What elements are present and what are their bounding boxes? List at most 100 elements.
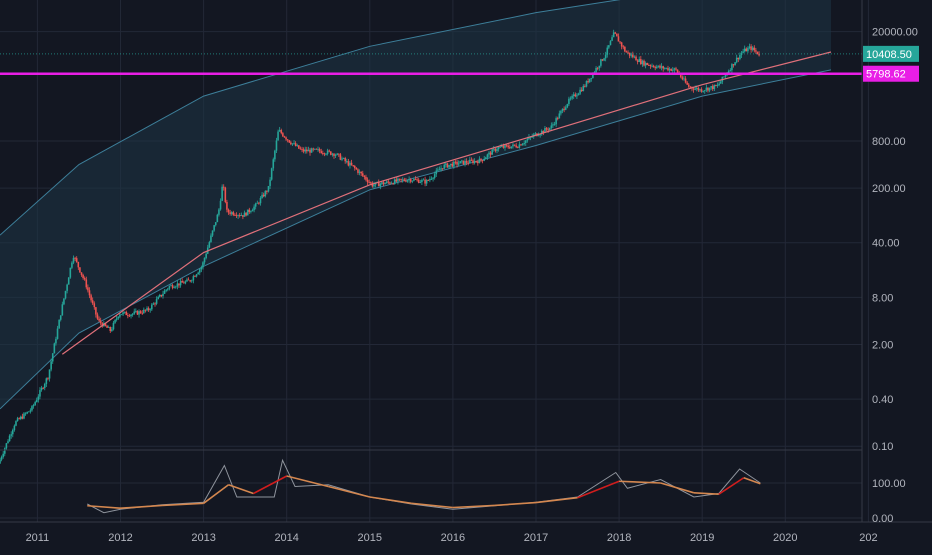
candle-body <box>713 84 716 90</box>
candle-body <box>502 146 505 148</box>
candle-body <box>531 136 533 138</box>
candle-body <box>681 77 684 80</box>
candle-body <box>205 253 207 259</box>
y-tick-label: 8.00 <box>872 292 893 304</box>
candle-body <box>34 402 36 406</box>
candle-body <box>574 94 577 97</box>
candle-body <box>641 60 644 65</box>
candle-body <box>437 169 439 171</box>
candle-body <box>42 387 44 389</box>
osc-y-tick-label: 100.00 <box>872 478 906 490</box>
candle-body <box>250 211 252 213</box>
candle-body <box>173 287 175 289</box>
candle-body <box>23 413 25 419</box>
candle-body <box>334 154 337 156</box>
candle-body <box>96 314 99 319</box>
candle-body <box>111 329 113 331</box>
candle-body <box>600 59 602 66</box>
candle-body <box>446 163 449 168</box>
candle-body <box>0 459 1 464</box>
candle-body <box>739 54 741 60</box>
candle-body <box>644 62 647 66</box>
candle-body <box>365 176 367 180</box>
candle-body <box>125 311 128 316</box>
candle-body <box>405 180 407 182</box>
x-tick-label: 2019 <box>690 532 714 544</box>
candle-body <box>416 179 418 181</box>
candle-body <box>703 90 706 92</box>
candle-body <box>411 180 414 182</box>
candle-body <box>221 186 223 201</box>
candle-body <box>2 453 4 457</box>
candle-body <box>732 64 735 66</box>
candle-body <box>422 179 425 181</box>
candle-body <box>425 180 428 184</box>
candle-body <box>274 150 276 160</box>
candle-body <box>211 230 214 236</box>
candle-body <box>494 148 497 151</box>
candle-body <box>61 304 64 316</box>
candle-body <box>612 32 615 38</box>
candle-body <box>277 131 279 141</box>
candle-body <box>622 46 625 48</box>
candle-body <box>683 78 685 80</box>
candle-body <box>477 161 479 164</box>
candle-body <box>373 184 375 187</box>
candle-body <box>697 87 700 91</box>
candle-body <box>29 410 32 412</box>
candle-body <box>572 94 575 97</box>
candle-body <box>441 168 444 170</box>
candle-body <box>16 418 19 422</box>
candle-body <box>617 36 620 42</box>
candle-body <box>673 68 676 70</box>
candle-body <box>198 269 201 273</box>
candle-body <box>489 152 492 155</box>
candle-body <box>165 289 167 291</box>
candle-body <box>330 151 332 155</box>
candle-body <box>564 107 567 110</box>
candle-body <box>568 98 570 105</box>
candle-body <box>430 178 433 180</box>
candle-body <box>93 303 96 308</box>
candle-body <box>174 286 177 288</box>
candle-body <box>689 86 692 88</box>
candle-body <box>24 413 27 415</box>
candle-body <box>664 68 666 70</box>
candle-body <box>755 50 757 52</box>
candle-body <box>130 314 132 317</box>
candle-body <box>350 162 353 166</box>
candle-body <box>414 179 417 180</box>
candle-body <box>561 108 564 111</box>
candle-body <box>624 46 626 52</box>
candle-body <box>684 78 687 83</box>
candle-body <box>13 425 16 430</box>
candle-body <box>507 145 509 148</box>
candle-body <box>325 153 327 155</box>
candle-body <box>26 411 28 414</box>
candle-body <box>540 130 543 135</box>
candle-body <box>628 52 631 56</box>
candle-body <box>675 68 677 70</box>
candle-body <box>306 149 308 152</box>
candle-body <box>127 315 129 316</box>
candle-body <box>27 411 30 413</box>
candle-body <box>483 158 486 161</box>
candle-body <box>288 140 291 143</box>
candle-body <box>587 81 589 83</box>
candle-body <box>95 307 97 315</box>
candle-body <box>603 58 605 61</box>
candle-body <box>723 76 725 78</box>
candle-body <box>542 130 545 133</box>
candle-body <box>147 308 150 311</box>
candle-body <box>21 416 24 419</box>
x-tick-label: 2015 <box>358 532 382 544</box>
candle-body <box>246 209 249 216</box>
candle-body <box>601 59 604 61</box>
candle-body <box>79 267 81 273</box>
candle-body <box>262 194 265 197</box>
candle-body <box>282 133 284 137</box>
candle-body <box>251 210 254 212</box>
